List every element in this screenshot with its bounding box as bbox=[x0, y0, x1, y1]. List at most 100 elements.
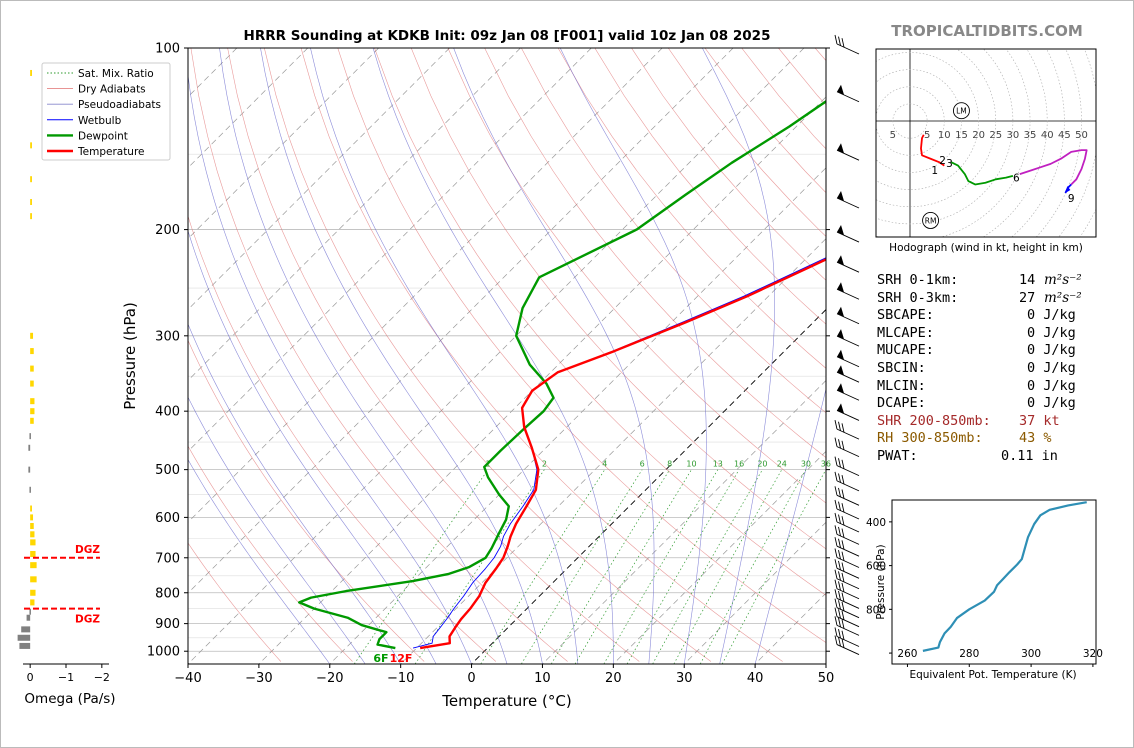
skewt-x-tick-label: 50 bbox=[818, 671, 835, 686]
hodograph-height-label: 1 bbox=[931, 165, 938, 177]
wind-barb-feather bbox=[834, 589, 838, 599]
wind-barb bbox=[836, 225, 860, 243]
wind-barb-staff bbox=[836, 616, 860, 628]
skewt-y-tick-label: 500 bbox=[155, 463, 180, 478]
wind-barb-staff bbox=[836, 588, 860, 600]
omega-chart: 0 −1 −2 DGZ DGZ Omega (Pa/s) bbox=[17, 69, 116, 707]
wind-barb-staff bbox=[836, 636, 860, 647]
hodograph-ring-label: 50 bbox=[1075, 130, 1088, 141]
wind-barb bbox=[836, 306, 860, 325]
surface-temperature-label: 12F bbox=[390, 652, 413, 665]
mixing-ratio-label: 10 bbox=[686, 460, 696, 469]
stat-label: MUCAPE: bbox=[877, 342, 934, 359]
omega-bar bbox=[21, 626, 31, 633]
mixing-ratio-line bbox=[480, 469, 606, 664]
stat-value: 0 J/kg bbox=[1027, 395, 1076, 412]
wind-barb bbox=[834, 486, 860, 506]
wind-barb bbox=[834, 512, 860, 533]
wind-barb-staff bbox=[836, 261, 860, 273]
wind-barb bbox=[836, 84, 860, 103]
mixing-ratio-line bbox=[521, 469, 643, 664]
isotherm-line bbox=[188, 48, 805, 664]
stat-label: SRH 0-1km: bbox=[877, 272, 959, 288]
dgz-label: DGZ bbox=[75, 614, 100, 626]
hodograph-ring bbox=[982, 49, 1048, 237]
omega-bar bbox=[30, 539, 36, 546]
hodograph-ring-label: 10 bbox=[938, 130, 951, 141]
dry-adiabat-line bbox=[188, 215, 497, 662]
hodograph-trace: 12 3 6 9 LM RM bbox=[920, 102, 1088, 229]
omega-bar bbox=[29, 486, 31, 493]
mixing-ratio-label: 20 bbox=[757, 460, 767, 469]
wind-barb-feather bbox=[838, 526, 841, 537]
mixing-ratio-label: 13 bbox=[713, 460, 723, 469]
wind-barb-feather bbox=[838, 538, 841, 548]
skewt-axes: −40 −30 −20 −10 0 10 20 30 40 50 100 200 300 400 500 60… bbox=[147, 42, 834, 687]
wind-barb bbox=[834, 589, 860, 609]
wind-barb-flag bbox=[837, 143, 844, 154]
wind-barb-staff bbox=[836, 197, 860, 209]
omega-x-tick-label: −2 bbox=[94, 671, 110, 684]
wind-barb-staff bbox=[836, 313, 860, 325]
isotherm-line bbox=[754, 592, 826, 664]
wind-barb-feather bbox=[838, 421, 841, 431]
hodograph-ring bbox=[1035, 49, 1082, 237]
omega-bar bbox=[28, 444, 31, 451]
skewt-x-axis-label: Temperature (°C) bbox=[441, 692, 571, 710]
hodograph-ring bbox=[876, 49, 997, 208]
mixing-ratio-line bbox=[574, 469, 692, 664]
dry-adiabat-line bbox=[190, 48, 568, 662]
wind-barb-flag bbox=[837, 84, 844, 95]
pseudoadiabat-line bbox=[702, 48, 775, 664]
omega-bar bbox=[29, 433, 31, 440]
wind-barb-flag bbox=[837, 255, 844, 266]
wind-barb-feather bbox=[834, 525, 838, 535]
brand-logo: TROPICALTIDBITS.COM bbox=[891, 22, 1083, 40]
skewt-y-axis-label: Pressure (hPa) bbox=[121, 302, 139, 410]
omega-bar bbox=[30, 348, 34, 355]
hodograph-height-label: 9 bbox=[1068, 193, 1075, 205]
skewt-y-tick-label: 200 bbox=[155, 223, 180, 238]
hodograph-caption: Hodograph (wind in kt, height in km) bbox=[889, 242, 1083, 254]
hodograph-ring-label: 5 bbox=[890, 130, 896, 141]
wind-barb bbox=[834, 471, 860, 492]
wind-barb bbox=[834, 627, 860, 647]
omega-x-tick-label: −1 bbox=[58, 671, 74, 684]
wind-barb bbox=[834, 579, 860, 600]
omega-bar bbox=[30, 213, 32, 220]
wind-barb-feather bbox=[841, 516, 845, 526]
skewt-y-tick-label: 1000 bbox=[147, 645, 180, 660]
hodograph-ring-label: 35 bbox=[1024, 130, 1037, 141]
stat-value: 0 J/kg bbox=[1027, 359, 1076, 376]
wind-barb-feather bbox=[841, 638, 845, 648]
dry-adiabat-line bbox=[447, 48, 826, 504]
theta-e-x-tick-label: 280 bbox=[959, 648, 979, 660]
skewt-x-tick-label: −40 bbox=[174, 671, 201, 686]
stat-unit: m²s⁻² bbox=[1044, 289, 1082, 306]
pseudoadiabat-line bbox=[188, 73, 472, 664]
skewt-x-tick-label: 0 bbox=[467, 671, 475, 686]
wind-barb-flag bbox=[837, 383, 844, 394]
wind-barb-staff bbox=[836, 371, 860, 383]
hodograph-ring bbox=[876, 86, 945, 156]
stat-row: SRH 0-1km: 14 m²s⁻² bbox=[877, 272, 1092, 290]
dry-adiabat-line bbox=[521, 48, 826, 414]
hodograph-ring-label: 45 bbox=[1058, 130, 1071, 141]
hodograph-ring bbox=[876, 69, 962, 173]
skewt-y-tick-label: 900 bbox=[155, 617, 180, 632]
wind-barb-feather bbox=[838, 473, 841, 483]
wind-barb-feather bbox=[841, 38, 845, 48]
wind-barb bbox=[834, 420, 860, 440]
pseudoadiabat-line bbox=[188, 229, 437, 664]
wind-barb-feather bbox=[834, 512, 838, 523]
wind-barb-feather bbox=[834, 437, 838, 447]
wind-barb-feather bbox=[841, 489, 845, 499]
wind-barb-feather bbox=[834, 635, 838, 645]
wind-barb-staff bbox=[836, 288, 860, 300]
wind-barb-feather bbox=[841, 630, 845, 640]
dry-adiabat-line bbox=[188, 445, 353, 662]
legend-entry: Temperature bbox=[77, 146, 145, 158]
stat-label: RH 300-850mb: bbox=[877, 430, 983, 447]
pseudoadiabat-line bbox=[219, 48, 508, 664]
